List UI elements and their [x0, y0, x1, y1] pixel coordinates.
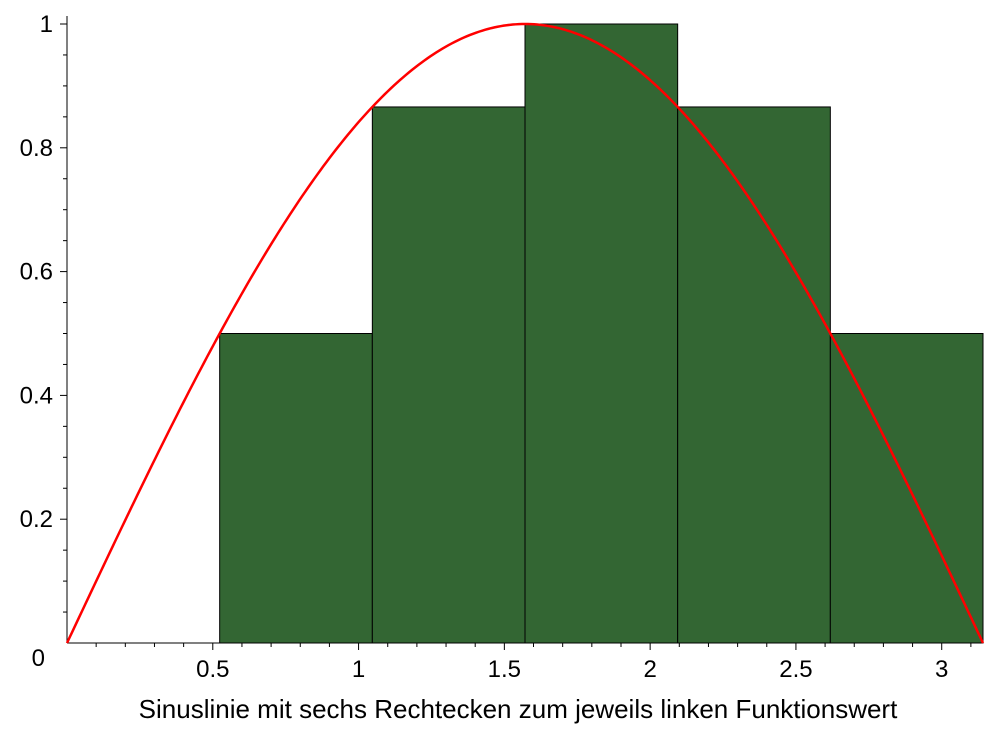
x-tick-label: 1.5	[488, 656, 521, 683]
x-tick-label: 2	[643, 656, 656, 683]
sine-curve	[65, 22, 985, 644]
y-tick-label: 0.6	[20, 259, 53, 286]
y-tick-label: 0.8	[20, 135, 53, 162]
rectangle-5	[677, 106, 831, 644]
x-axis-caption: Sinuslinie mit sechs Rechtecken zum jewe…	[139, 694, 898, 724]
curve-layer	[65, 22, 985, 644]
y-tick-label: 0.2	[20, 506, 53, 533]
axes	[60, 16, 983, 650]
x-tick-label: 0.5	[196, 656, 229, 683]
y-tick-label: 1	[40, 11, 53, 38]
rectangle-2	[219, 333, 373, 644]
x-tick-label: 2.5	[779, 656, 812, 683]
x-tick-label: 1	[352, 656, 365, 683]
rectangles-layer	[219, 23, 984, 644]
tick-labels: 0.5 1 1.5 2 2.5 3 0 0.2 0.4 0.6 0.8 1	[20, 11, 949, 683]
x-tick-label: 3	[935, 656, 948, 683]
rectangle-3	[371, 106, 526, 644]
y-tick-label: 0	[32, 645, 45, 672]
rectangle-4	[524, 23, 679, 644]
y-tick-label: 0.4	[20, 382, 53, 409]
